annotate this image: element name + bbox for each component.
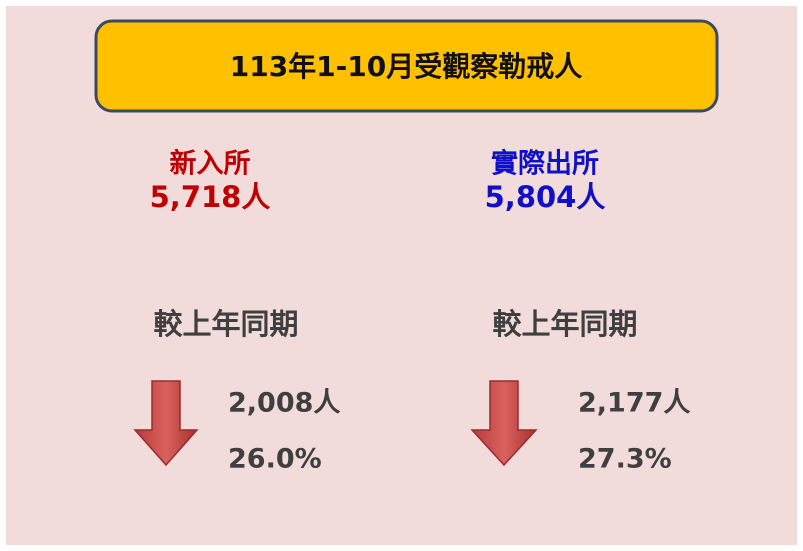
panel-value: 5,718人 — [150, 180, 271, 214]
change-percent: 26.0% — [228, 444, 322, 475]
panel-label: 新入所 — [170, 148, 251, 180]
title: 113年1-10月受觀察勒戒人 — [230, 50, 583, 83]
compare-label: 較上年同期 — [492, 307, 637, 341]
panel-value: 5,804人 — [485, 180, 606, 214]
down-arrow — [133, 380, 199, 467]
compare-label: 較上年同期 — [153, 307, 298, 341]
title-box — [94, 19, 719, 113]
panel-label: 實際出所 — [491, 148, 599, 180]
down-arrow — [470, 380, 538, 467]
change-count: 2,008人 — [228, 388, 340, 419]
change-count: 2,177人 — [578, 388, 690, 419]
change-percent: 27.3% — [578, 444, 672, 475]
